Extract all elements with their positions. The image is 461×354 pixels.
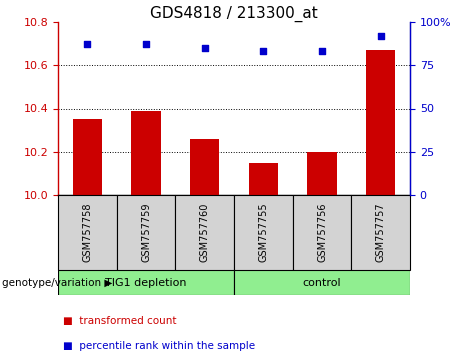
Bar (351, 195, 410, 270)
Text: ■  transformed count: ■ transformed count (63, 316, 176, 326)
Bar (117, 195, 175, 270)
Text: GSM757757: GSM757757 (376, 203, 386, 262)
Bar (58, 195, 117, 270)
Title: GDS4818 / 213300_at: GDS4818 / 213300_at (150, 6, 318, 22)
Bar (293, 195, 351, 270)
Text: genotype/variation ▶: genotype/variation ▶ (2, 278, 112, 287)
Point (142, 42, 150, 47)
Text: GSM757756: GSM757756 (317, 203, 327, 262)
Point (260, 48, 267, 54)
Bar (73, 119, 102, 195)
Point (377, 33, 384, 39)
Text: GSM757760: GSM757760 (200, 203, 210, 262)
Bar (190, 139, 219, 195)
Bar (131, 111, 161, 195)
Point (318, 48, 325, 54)
Text: GSM757758: GSM757758 (83, 203, 92, 262)
Text: TIG1 depletion: TIG1 depletion (105, 278, 187, 287)
Text: ■  percentile rank within the sample: ■ percentile rank within the sample (63, 341, 255, 351)
Bar (234, 270, 410, 295)
Bar (234, 195, 293, 270)
Text: GSM757759: GSM757759 (141, 203, 151, 262)
Point (83, 42, 91, 47)
Bar (307, 152, 337, 195)
Bar (175, 195, 234, 270)
Text: control: control (303, 278, 341, 287)
Point (201, 45, 208, 51)
Bar (248, 162, 278, 195)
Text: GSM757755: GSM757755 (258, 203, 268, 262)
Bar (366, 50, 396, 195)
Bar (58, 270, 234, 295)
